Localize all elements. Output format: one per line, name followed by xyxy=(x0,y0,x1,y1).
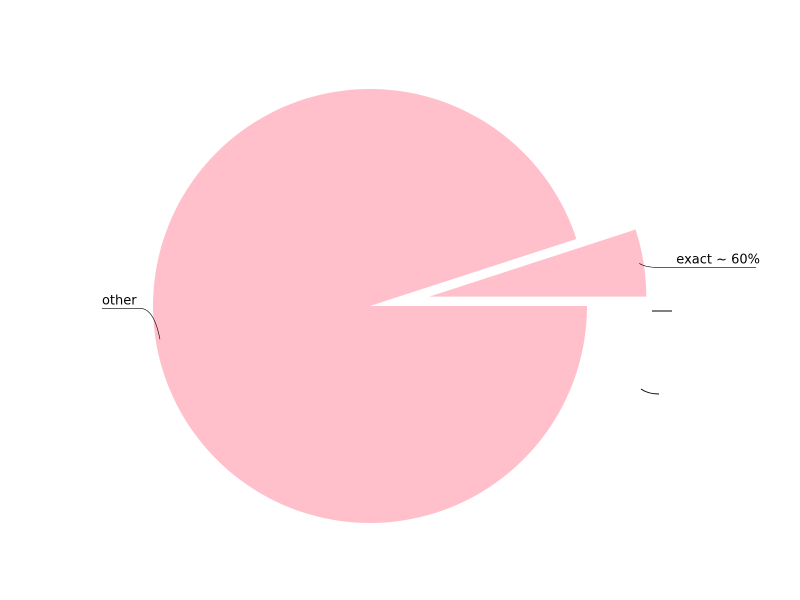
tick-mark-lower xyxy=(641,389,659,394)
slice-label-other: other xyxy=(102,293,137,308)
decorative-ticks xyxy=(641,311,672,394)
pie-slice-other xyxy=(153,89,587,523)
slice-label-exact: exact ~ 60% xyxy=(676,252,760,267)
pie-slices xyxy=(153,89,646,523)
leader-line-other xyxy=(102,308,160,339)
